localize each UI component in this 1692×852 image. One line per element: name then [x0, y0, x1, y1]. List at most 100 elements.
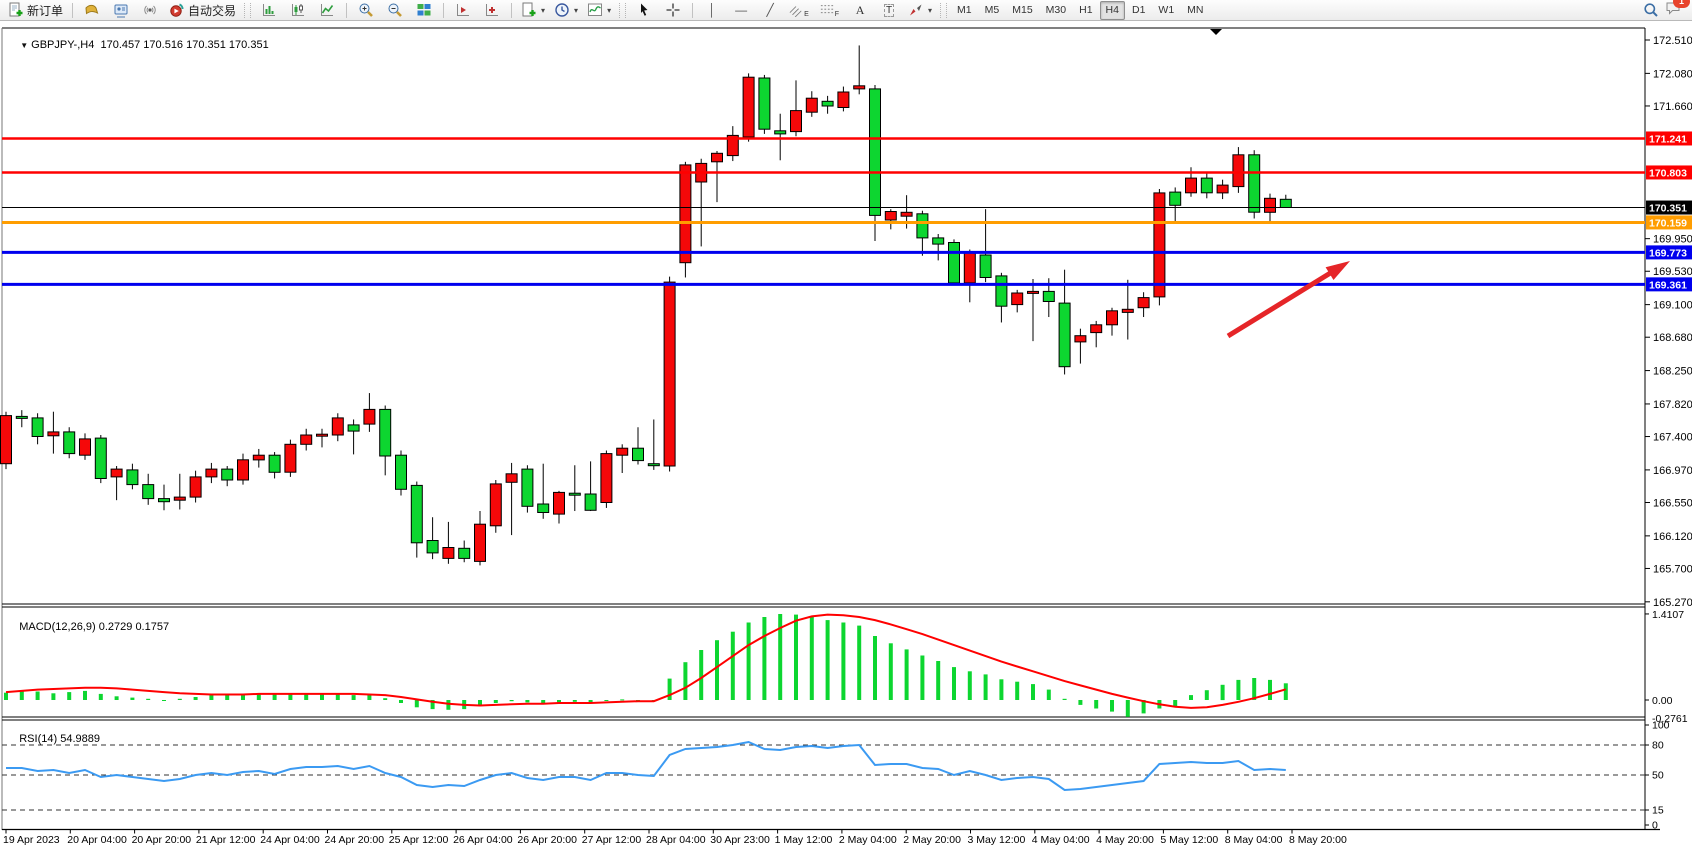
separator — [511, 2, 513, 18]
timeframe-d1-button[interactable]: D1 — [1131, 4, 1146, 16]
separator — [244, 2, 252, 18]
search-icon[interactable] — [1643, 2, 1659, 18]
svg-text:171.241: 171.241 — [1649, 133, 1687, 145]
auto-scroll-icon — [457, 4, 470, 16]
svg-text:169.530: 169.530 — [1653, 266, 1692, 278]
signal-button[interactable] — [136, 0, 164, 21]
symbol-label: GBPJPY-,H4 — [31, 39, 95, 51]
market-watch-button[interactable] — [78, 0, 106, 21]
autotrading-icon — [170, 3, 184, 17]
label-tool-button[interactable]: T — [875, 0, 903, 21]
svg-text:0.00: 0.00 — [1652, 695, 1673, 707]
svg-text:30 Apr 23:00: 30 Apr 23:00 — [710, 834, 770, 846]
price-axis[interactable]: 172.510 172.080 171.660 169.950 169.530 169.1… — [1645, 35, 1692, 609]
crosshair-tool-button[interactable] — [659, 0, 687, 21]
timeframe-m30-button[interactable]: M30 — [1045, 4, 1067, 16]
bar-chart-mode-button[interactable] — [255, 0, 283, 21]
svg-text:168.250: 168.250 — [1653, 366, 1692, 378]
new-order-label: 新订单 — [27, 3, 64, 18]
indicators-button[interactable]: ▾ — [583, 0, 615, 21]
svg-text:100: 100 — [1652, 720, 1670, 732]
svg-text:8 May 04:00: 8 May 04:00 — [1225, 834, 1283, 846]
autotrading-button[interactable]: 自动交易 — [165, 0, 240, 21]
fibonacci-tool-button[interactable]: F — [816, 0, 845, 21]
trendline-icon: ╱ — [766, 3, 774, 17]
svg-text:2 May 04:00: 2 May 04:00 — [839, 834, 897, 846]
macd-value: 0.2729 — [98, 621, 133, 633]
fibonacci-sub-label: F — [834, 10, 840, 18]
svg-text:27 Apr 12:00: 27 Apr 12:00 — [582, 834, 642, 846]
chart-symbol-title: ▼ GBPJPY-,H4 170.457 170.516 170.351 170.… — [8, 27, 268, 63]
shapes-tool-button[interactable]: ▾ — [904, 0, 936, 21]
price-tag-170.351: 170.351 — [1646, 200, 1692, 215]
trendline-tool-button[interactable]: ╱ — [756, 0, 784, 21]
new-order-button[interactable]: 新订单 — [4, 0, 67, 21]
dropdown-arrow-icon[interactable]: ▾ — [607, 5, 612, 15]
rsi-value: 54.9889 — [60, 733, 100, 745]
timeframe-w1-button[interactable]: W1 — [1158, 4, 1175, 16]
svg-text:167.400: 167.400 — [1653, 432, 1692, 444]
svg-text:5 May 12:00: 5 May 12:00 — [1160, 834, 1218, 846]
dropdown-arrow-icon[interactable]: ▾ — [574, 5, 579, 15]
timeframe-h1-button[interactable]: H1 — [1079, 4, 1093, 16]
zoom-out-button[interactable] — [381, 0, 409, 21]
svg-text:169.361: 169.361 — [1649, 279, 1687, 291]
auto-scroll-button[interactable] — [449, 0, 477, 21]
svg-text:170.803: 170.803 — [1649, 167, 1687, 179]
timeframe-m15-button[interactable]: M15 — [1012, 4, 1033, 16]
timeframe-mn-button[interactable]: MN — [1187, 4, 1204, 16]
svg-text:24 Apr 20:00: 24 Apr 20:00 — [325, 834, 385, 846]
svg-text:20 Apr 20:00: 20 Apr 20:00 — [132, 834, 192, 846]
rsi-name: RSI(14) — [19, 733, 58, 745]
svg-text:172.510: 172.510 — [1653, 35, 1692, 47]
svg-text:26 Apr 20:00: 26 Apr 20:00 — [517, 834, 577, 846]
label-tool-icon: T — [883, 3, 895, 17]
price-tag-170.803: 170.803 — [1646, 165, 1692, 180]
svg-text:170.351: 170.351 — [1649, 203, 1687, 215]
svg-text:20 Apr 04:00: 20 Apr 04:00 — [67, 834, 127, 846]
equidistant-channel-tool-button[interactable]: E — [785, 0, 815, 21]
price-tag-169.361: 169.361 — [1646, 277, 1692, 292]
period-button[interactable]: ▾ — [550, 0, 582, 21]
svg-text:24 Apr 04:00: 24 Apr 04:00 — [260, 834, 320, 846]
text-tool-button[interactable]: A — [846, 0, 874, 21]
timeframe-h4-button[interactable]: H4 — [1099, 0, 1125, 20]
svg-text:28 Apr 04:00: 28 Apr 04:00 — [646, 834, 706, 846]
fibonacci-icon — [820, 5, 833, 14]
price-tag-170.159: 170.159 — [1646, 215, 1692, 230]
svg-text:19 Apr 2023: 19 Apr 2023 — [3, 834, 60, 846]
horizontal-line-tool-button[interactable]: — — [727, 0, 755, 21]
zoom-in-button[interactable] — [352, 0, 380, 21]
separator — [692, 2, 694, 18]
candlestick-icon — [292, 4, 305, 16]
svg-text:1 May 12:00: 1 May 12:00 — [775, 834, 833, 846]
new-chart-button[interactable]: ▾ — [517, 0, 549, 21]
vertical-line-tool-button[interactable]: │ — [698, 0, 726, 21]
terminal-button[interactable] — [107, 0, 135, 21]
svg-text:168.680: 168.680 — [1653, 332, 1692, 344]
svg-text:169.100: 169.100 — [1653, 300, 1692, 312]
dropdown-arrow-icon[interactable]: ▾ — [928, 5, 933, 15]
notifications-button[interactable]: 1 — [1665, 0, 1690, 21]
candlestick-mode-button[interactable] — [284, 0, 312, 21]
tile-windows-button[interactable] — [410, 0, 438, 21]
timeframe-m1-button[interactable]: M1 — [957, 4, 972, 16]
toolbar: 新订单 自动交易 — [0, 0, 1692, 21]
dropdown-arrow-icon[interactable]: ▾ — [541, 5, 546, 15]
new-order-icon — [9, 2, 23, 17]
time-axis[interactable]: 19 Apr 2023 20 Apr 04:00 20 Apr 20:00 21 Ap… — [3, 829, 1347, 847]
line-chart-mode-button[interactable] — [313, 0, 341, 21]
indicators-icon — [588, 3, 603, 16]
svg-text:166.550: 166.550 — [1653, 497, 1692, 509]
svg-text:25 Apr 12:00: 25 Apr 12:00 — [389, 834, 449, 846]
trend-arrow[interactable] — [1226, 261, 1350, 339]
horn-icon — [85, 4, 99, 15]
channel-sub-label: E — [804, 10, 809, 18]
chart-shift-button[interactable] — [478, 0, 506, 21]
timeframe-m5-button[interactable]: M5 — [984, 4, 1000, 16]
cursor-tool-button[interactable] — [630, 0, 658, 21]
svg-text:0: 0 — [1652, 820, 1658, 832]
chart-shift-marker[interactable] — [1210, 29, 1222, 35]
